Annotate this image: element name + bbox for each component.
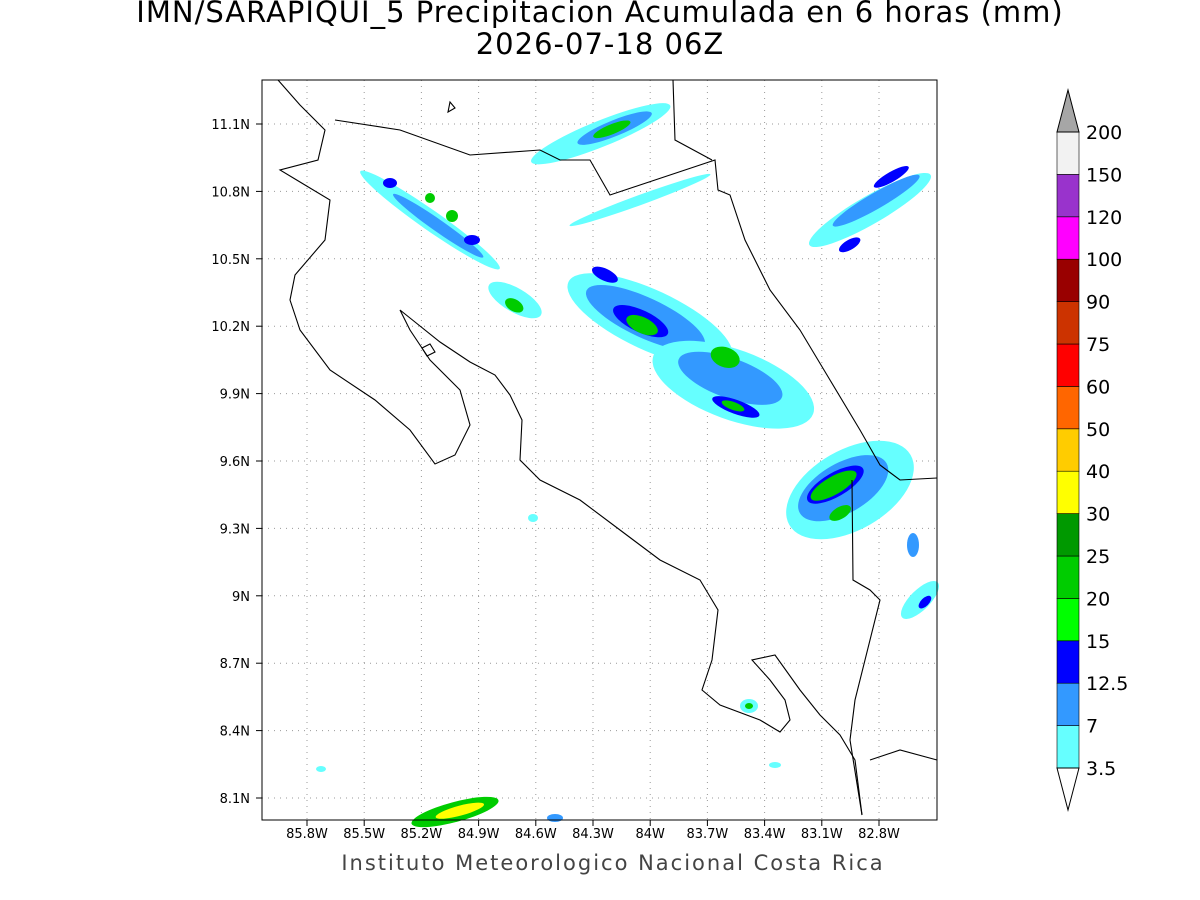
colorbar-label: 120 [1086, 207, 1122, 229]
colorbar-label: 50 [1086, 419, 1110, 441]
colorbar-label: 20 [1086, 588, 1110, 610]
colorbar-label: 7 [1086, 716, 1098, 738]
colorbar-box [1056, 258, 1080, 302]
lon-label: 84.3W [572, 827, 614, 842]
colorbar-label: 150 [1086, 164, 1122, 186]
colorbar-label: 40 [1086, 461, 1110, 483]
colorbar-box [1056, 682, 1080, 726]
colorbar-box [1056, 343, 1080, 387]
lon-label: 85.5W [343, 827, 385, 842]
subtitle: 2026-07-18 06Z [476, 27, 725, 61]
lat-label: 8.1N [220, 792, 250, 807]
lat-label: 8.4N [220, 725, 250, 740]
lon-label: 83.1W [801, 827, 843, 842]
colorbar-box [1056, 174, 1080, 218]
colorbar-label: 200 [1086, 122, 1122, 144]
lat-label: 10.5N [211, 253, 250, 268]
lat-label: 9.3N [220, 522, 250, 537]
colorbar-box [1056, 470, 1080, 514]
colorbar-label: 75 [1086, 334, 1110, 356]
colorbar-label: 30 [1086, 504, 1110, 526]
lon-label: 84.6W [515, 827, 557, 842]
lon-label: 85.8W [286, 827, 328, 842]
lat-label: 8.7N [220, 657, 250, 672]
colorbar-over [1056, 88, 1080, 133]
lat-label: 9N [232, 590, 250, 605]
colorbar-label: 15 [1086, 631, 1110, 653]
map-frame [261, 79, 938, 821]
colorbar-box [1056, 640, 1080, 684]
lat-label: 9.9N [220, 388, 250, 403]
colorbar-box [1056, 555, 1080, 599]
colorbar-box [1056, 301, 1080, 345]
colorbar-label: 3.5 [1086, 758, 1116, 780]
lon-label: 83.4W [744, 827, 786, 842]
colorbar-box [1056, 428, 1080, 472]
lon-label: 85.2W [400, 827, 442, 842]
precipitation [316, 103, 940, 828]
title: IMN/SARAPIQUI_5 Precipitacion Acumulada … [136, 0, 1063, 29]
lon-label: 82.8W [858, 827, 900, 842]
lon-label: 84.9W [458, 827, 500, 842]
colorbar-box [1056, 216, 1080, 260]
colorbar-box [1056, 386, 1080, 430]
colorbar-label: 25 [1086, 546, 1110, 568]
colorbar-label: 12.5 [1086, 673, 1128, 695]
footer: Instituto Meteorologico Nacional Costa R… [341, 851, 884, 875]
colorbar-label: 60 [1086, 376, 1110, 398]
colorbar-box [1056, 725, 1080, 769]
lat-label: 10.2N [211, 320, 250, 335]
colorbar-box [1056, 513, 1080, 557]
coastlines [277, 79, 938, 816]
lat-label: 11.1N [211, 118, 250, 133]
colorbar-box [1056, 131, 1080, 175]
lon-label: 84W [635, 827, 665, 842]
grid [256, 80, 937, 826]
colorbar-box [1056, 598, 1080, 642]
lat-label: 10.8N [211, 185, 250, 200]
colorbar-label: 100 [1086, 249, 1122, 271]
colorbar: 3.5 7 12.5 15 20 25 30 40 50 60 75 90 100 120 150 200 [1056, 88, 1128, 812]
lon-label: 83.7W [686, 827, 728, 842]
colorbar-under [1056, 767, 1080, 812]
colorbar-label: 90 [1086, 292, 1110, 314]
lat-label: 9.6N [220, 455, 250, 470]
